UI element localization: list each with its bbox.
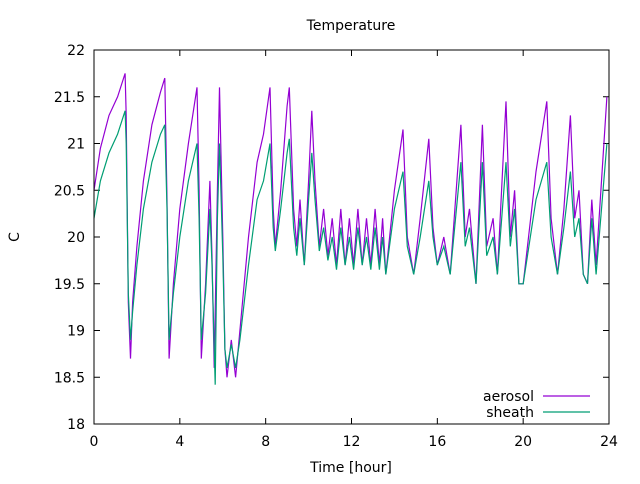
y-tick-label: 20.5 — [54, 183, 85, 199]
series-line-aerosol — [93, 73, 608, 378]
x-tick-label: 4 — [175, 434, 184, 450]
y-tick-label: 19.5 — [54, 277, 85, 293]
legend-label-aerosol: aerosol — [483, 389, 534, 405]
y-tick-label: 18.5 — [54, 370, 85, 386]
x-tick-label: 24 — [600, 434, 618, 450]
x-tick-label: 0 — [90, 434, 99, 450]
series-line-sheath — [93, 110, 608, 385]
y-tick-label: 20 — [67, 230, 85, 246]
x-tick-label: 12 — [343, 434, 361, 450]
y-tick-label: 18 — [67, 417, 85, 433]
x-tick-label: 20 — [514, 434, 532, 450]
legend-label-sheath: sheath — [486, 405, 534, 421]
y-tick-label: 21.5 — [54, 90, 85, 106]
y-axis-label: C — [7, 232, 23, 242]
y-tick-label: 21 — [67, 137, 85, 153]
y-tick-label: 22 — [67, 43, 85, 59]
x-tick-label: 16 — [428, 434, 446, 450]
x-axis-label: Time [hour] — [309, 460, 392, 476]
plot-frame — [93, 49, 610, 425]
axis-ticks: 18 18.5 19 19.5 20 20.5 21 21.5 22 0 4 8 12 16 20 24 — [54, 43, 618, 450]
x-tick-label: 8 — [261, 434, 270, 450]
series-lines — [93, 73, 608, 385]
y-tick-label: 19 — [67, 324, 85, 340]
chart-title: Temperature — [306, 18, 396, 34]
